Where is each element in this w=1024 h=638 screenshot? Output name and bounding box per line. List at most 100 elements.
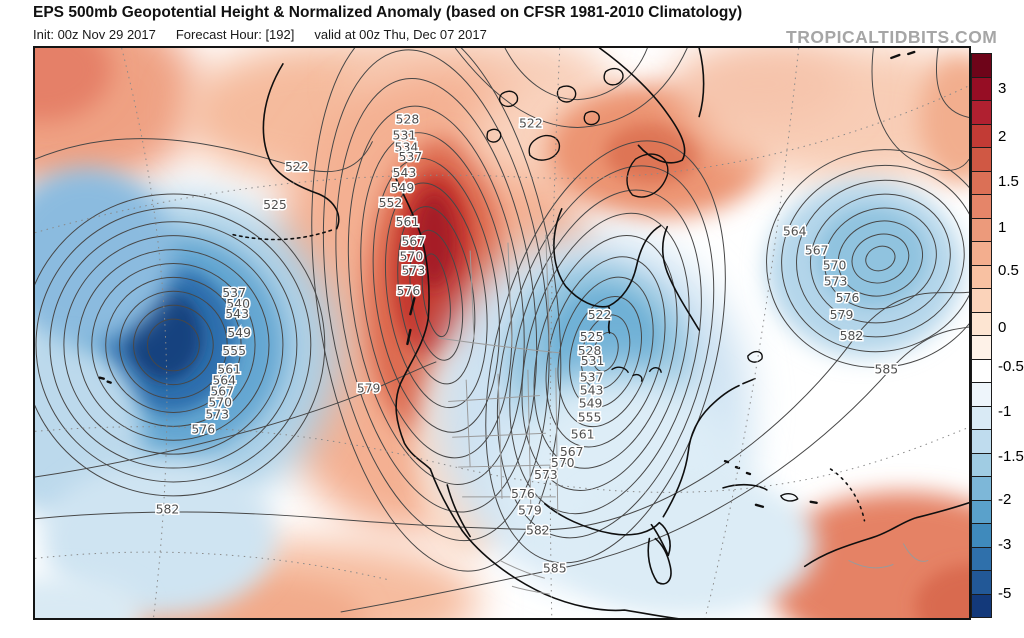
contour-label: 525 (263, 197, 287, 212)
colorbar-cell (972, 54, 991, 77)
anomaly-shading (35, 48, 969, 618)
contour-label: 582 (156, 502, 180, 517)
contour-label: 567 (402, 234, 426, 249)
colorbar-tick-label: 0.5 (998, 262, 1019, 280)
contour-label: 534 (395, 139, 419, 154)
run-info-line: Init: 00z Nov 29 2017 Forecast Hour: [192… (33, 27, 507, 42)
contour-label: 576 (511, 486, 535, 501)
state-borders (438, 234, 929, 595)
contour-label: 549 (391, 180, 415, 195)
map-svg: 5285315345375435495525615675705735765225… (35, 48, 969, 618)
colorbar-cell (972, 452, 991, 476)
contour-label: 564 (212, 373, 236, 388)
contour-label: 555 (578, 409, 602, 424)
contour-label: 570 (551, 455, 575, 470)
colorbar-tick-label: 1 (998, 219, 1007, 237)
contour-label: 582 (526, 523, 550, 538)
contour-label: 561 (396, 214, 420, 229)
valid-time: valid at 00z Thu, Dec 07 2017 (314, 27, 487, 42)
contour-label: 573 (402, 262, 426, 277)
colorbar-tick-label: -5 (998, 584, 1012, 602)
contour-label: 528 (396, 111, 420, 126)
contour-label: 531 (581, 353, 605, 368)
contour-label: 567 (805, 243, 829, 258)
contour-label: 543 (393, 165, 417, 180)
colorbar-cell (972, 358, 991, 382)
coastlines (98, 48, 969, 618)
page-title: EPS 500mb Geopotential Height & Normaliz… (33, 4, 743, 21)
colorbar-cell (972, 523, 991, 547)
contour-label: 573 (824, 273, 848, 288)
colorbar-cell (972, 147, 991, 171)
colorbar-cells (971, 53, 992, 618)
colorbar-tick-label: 1.5 (998, 172, 1019, 190)
colorbar-tick-label: -2 (998, 490, 1012, 508)
forecast-hour: Forecast Hour: [192] (175, 27, 295, 42)
contour-label: 582 (840, 328, 864, 343)
colorbar-tick-label: -1.5 (998, 447, 1024, 465)
contour-label: 537 (222, 285, 246, 300)
contour-label: 540 (226, 296, 250, 311)
contour-label: 570 (400, 249, 424, 264)
site-watermark: TROPICALTIDBITS.COM (786, 27, 998, 47)
contour-label: 537 (580, 370, 604, 385)
west-ridge-contours (311, 48, 562, 572)
colorbar-cell (972, 264, 991, 288)
colorbar-tick-label: -1 (998, 402, 1012, 420)
colorbar-cell (972, 335, 991, 359)
contour-label: 522 (588, 307, 612, 322)
contour-label: 570 (823, 257, 847, 272)
contour-label: 543 (580, 383, 604, 398)
contour-label: 585 (543, 560, 567, 575)
colorbar-cell (972, 123, 991, 147)
contour-label: 579 (830, 307, 854, 322)
colorbar-cell (972, 499, 991, 523)
colorbar-cell (972, 311, 991, 335)
colorbar-cell (972, 288, 991, 312)
contour-label: 528 (578, 343, 602, 358)
colorbar-tick-label: 0 (998, 319, 1007, 337)
colorbar-cell (972, 429, 991, 453)
contour-label: 561 (571, 426, 595, 441)
contour-label: 543 (225, 306, 249, 321)
east-trough-contours (485, 140, 726, 564)
contour-label: 576 (836, 290, 860, 305)
colorbar-cell (972, 593, 991, 617)
colorbar-cell (972, 194, 991, 218)
contour-label: 567 (210, 384, 234, 399)
colorbar-cell (972, 476, 991, 500)
height-contours (35, 48, 969, 613)
atlantic-low-contours (766, 149, 969, 368)
contour-label: 549 (227, 325, 251, 340)
graticule (35, 48, 969, 618)
colorbar-cell (972, 217, 991, 241)
contour-label: 522 (519, 115, 543, 130)
colorbar-cell (972, 405, 991, 429)
contour-label: 579 (357, 381, 381, 396)
contour-label: 555 (222, 343, 246, 358)
contour-label: 585 (874, 362, 898, 377)
colorbar-cell (972, 241, 991, 265)
colorbar-ticks: 3 2 1.5 1 0.5 0 -0.5 -1 -1.5 -2 -3 -5 (998, 53, 1024, 618)
colorbar-tick-label: -0.5 (998, 358, 1024, 376)
contour-label: 525 (580, 329, 604, 344)
colorbar-cell (972, 76, 991, 100)
init-time: Init: 00z Nov 29 2017 (33, 27, 156, 42)
contour-label: 564 (783, 224, 807, 239)
colorbar-tick-label: 2 (998, 128, 1007, 146)
contour-label: 561 (217, 362, 241, 377)
contour-label: 576 (191, 421, 215, 436)
colorbar-cell (972, 170, 991, 194)
map-canvas: 528 531 534 537 543 549 552 561 567 570 573 576 522 5… (33, 46, 971, 620)
contour-label: 537 (399, 149, 423, 164)
contour-label: 573 (534, 467, 558, 482)
colorbar-tick-label: -3 (998, 536, 1012, 554)
southern-belt-contours (35, 291, 969, 613)
contour-label: 576 (397, 283, 421, 298)
colorbar-cell (972, 570, 991, 594)
colorbar-tick-label: 3 (998, 80, 1007, 98)
contour-label: 579 (518, 503, 542, 518)
pacific-low-contours (35, 193, 326, 497)
contour-label: 570 (208, 395, 232, 410)
